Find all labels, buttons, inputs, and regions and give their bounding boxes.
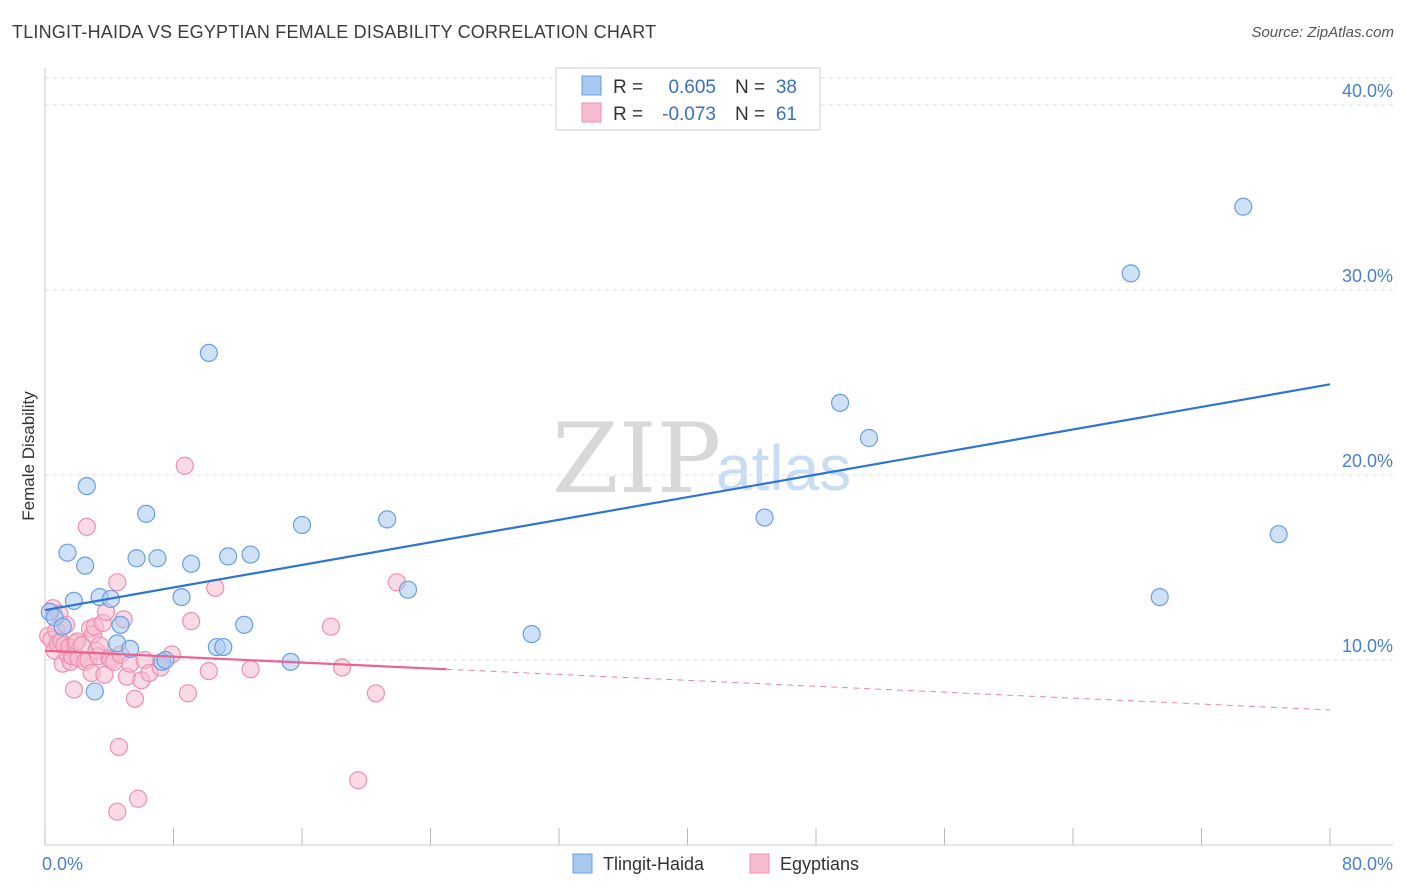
pink-point: [241, 660, 260, 679]
blue-point: [121, 639, 140, 659]
blue-point: [156, 650, 175, 670]
trend-line-pink-dashed: [446, 668, 1331, 711]
x-tick-label: 0.0%: [42, 854, 83, 874]
blue-point: [398, 580, 418, 599]
legend-r-label-blue: R =: [613, 77, 643, 98]
pink-point: [125, 689, 145, 708]
legend-r-label-pink: R =: [613, 104, 643, 125]
blue-point: [859, 428, 879, 448]
blue-point: [77, 477, 96, 496]
blue-point: [85, 682, 104, 701]
bottom-legend: Tlingit-Haida Egyptians: [572, 853, 859, 874]
blue-point: [378, 510, 397, 529]
pink-point: [321, 617, 341, 636]
blue-point: [111, 615, 130, 634]
blue-point: [755, 508, 774, 527]
trend-line-blue: [44, 383, 1331, 612]
pink-point: [64, 680, 84, 699]
blue-point: [172, 587, 191, 607]
blue-point: [182, 554, 201, 573]
blue-point: [241, 545, 260, 564]
legend-r-value-blue: 0.605: [668, 77, 716, 98]
pink-point: [77, 517, 96, 536]
blue-point: [137, 504, 156, 523]
pink-point: [366, 684, 385, 703]
legend-box: R = 0.605 N = 38 R = -0.073 N = 61: [555, 67, 821, 131]
blue-point: [1269, 525, 1288, 544]
pink-point: [175, 456, 194, 475]
chart-source: Source: ZipAtlas.com: [1251, 24, 1394, 41]
pink-point: [199, 661, 218, 681]
y-tick-label: 40.0%: [1342, 81, 1393, 101]
blue-point: [1121, 264, 1140, 283]
pink-point: [108, 573, 127, 592]
watermark-atlas: atlas: [716, 432, 851, 504]
pink-point: [109, 737, 128, 757]
watermark: ZIP atlas: [552, 403, 851, 515]
chart-title: TLINGIT-HAIDA VS EGYPTIAN FEMALE DISABIL…: [12, 22, 657, 42]
pink-point: [129, 789, 148, 808]
axes: [44, 68, 1393, 846]
legend-n-label-pink: N =: [735, 104, 765, 125]
y-tick-label: 20.0%: [1342, 451, 1393, 471]
blue-points: [40, 197, 1288, 701]
blue-point: [58, 543, 77, 562]
blue-point: [235, 615, 254, 634]
blue-point: [76, 556, 95, 575]
blue-point: [214, 637, 233, 657]
blue-point: [292, 515, 312, 535]
blue-point: [219, 547, 238, 566]
legend-n-label-blue: N =: [735, 77, 765, 98]
watermark-zip: ZIP: [552, 403, 721, 515]
y-axis-label: Female Disability: [19, 391, 38, 521]
pink-point: [333, 658, 352, 677]
gridlines: [45, 77, 1393, 661]
pink-point: [178, 684, 198, 703]
pink-point: [108, 802, 127, 821]
legend-r-value-pink: -0.073: [662, 104, 716, 125]
y-tick-labels: 10.0% 20.0% 30.0% 40.0%: [1342, 81, 1393, 656]
bottom-legend-swatch-pink: [749, 853, 770, 874]
blue-point: [522, 624, 541, 644]
bottom-legend-label-pink: Egyptians: [780, 854, 859, 874]
blue-point: [148, 549, 167, 568]
blue-point: [127, 549, 146, 568]
legend-n-value-pink: 61: [776, 104, 797, 125]
legend-swatch-pink: [581, 102, 602, 123]
blue-point: [830, 393, 850, 412]
blue-point: [199, 343, 218, 362]
blue-point: [53, 617, 72, 636]
bottom-legend-swatch-blue: [572, 853, 593, 874]
pink-point: [349, 771, 368, 790]
bottom-legend-label-blue: Tlingit-Haida: [603, 854, 705, 874]
y-tick-label: 10.0%: [1342, 636, 1393, 656]
blue-point: [1234, 197, 1253, 216]
blue-point: [1150, 587, 1169, 607]
y-tick-label: 30.0%: [1342, 266, 1393, 286]
legend-n-value-blue: 38: [776, 77, 797, 98]
pink-point: [182, 612, 201, 631]
trend-lines: [44, 383, 1331, 711]
x-tick-labels: 0.0% 80.0%: [42, 854, 1393, 874]
x-tick-label: 80.0%: [1342, 854, 1393, 874]
x-ticks: [44, 828, 1331, 845]
trend-line-pink: [44, 649, 447, 671]
legend-swatch-blue: [581, 75, 602, 96]
